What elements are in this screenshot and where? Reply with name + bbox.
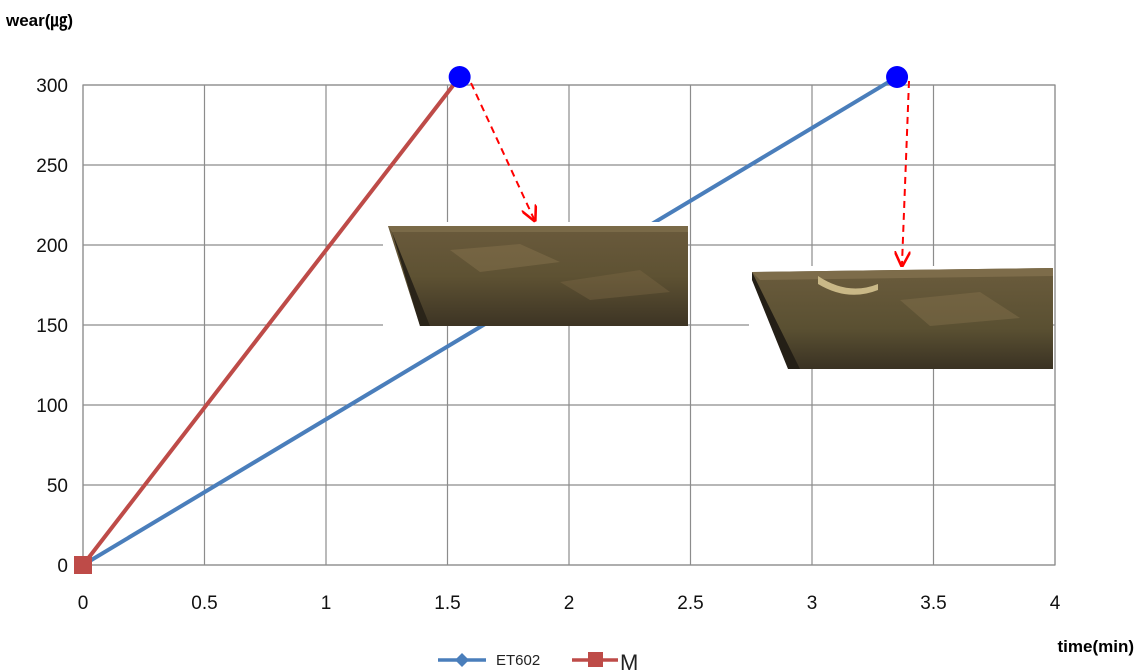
series-line-m — [81, 75, 462, 567]
x-tick-label: 1 — [321, 593, 332, 614]
y-tick-label: 300 — [36, 76, 68, 97]
annotation-arrows — [470, 80, 909, 264]
legend-square-icon — [588, 652, 603, 667]
legend-label-m: M — [620, 650, 638, 672]
y-tick-label: 200 — [36, 236, 68, 257]
y-tick-label: 100 — [36, 396, 68, 417]
x-tick-label: 0.5 — [191, 593, 217, 614]
y-tick-label: 250 — [36, 156, 68, 177]
legend-label-et602: ET602 — [496, 652, 540, 669]
data-markers — [74, 66, 909, 574]
legend-item-et602: ET602 — [438, 652, 540, 669]
y-tick-label: 0 — [57, 556, 68, 577]
endpoint-marker — [448, 66, 471, 88]
legend-diamond-icon — [455, 653, 469, 667]
tool-wear-photo-2 — [749, 266, 1053, 369]
x-axis-title: time(min) — [1058, 637, 1135, 656]
x-tick-label: 0 — [78, 593, 89, 614]
x-axis-ticks: 0 0.5 1 1.5 2 2.5 3 3.5 4 — [78, 593, 1061, 614]
x-tick-label: 3.5 — [920, 593, 946, 614]
tool-wear-photo-1 — [383, 222, 688, 326]
y-axis-title: wear(㎍) — [5, 11, 73, 32]
legend: ET602 M — [438, 650, 638, 672]
x-tick-label: 3 — [807, 593, 818, 614]
x-tick-label: 1.5 — [434, 593, 460, 614]
legend-item-m: M — [572, 650, 638, 672]
y-tick-label: 150 — [36, 316, 68, 337]
data-point-m — [74, 556, 92, 574]
x-tick-label: 2.5 — [677, 593, 703, 614]
y-tick-label: 50 — [47, 476, 68, 497]
endpoint-marker — [886, 66, 909, 88]
x-tick-label: 2 — [564, 593, 575, 614]
x-tick-label: 4 — [1050, 593, 1061, 614]
y-axis-ticks: 0 50 100 150 200 250 300 — [36, 76, 68, 577]
